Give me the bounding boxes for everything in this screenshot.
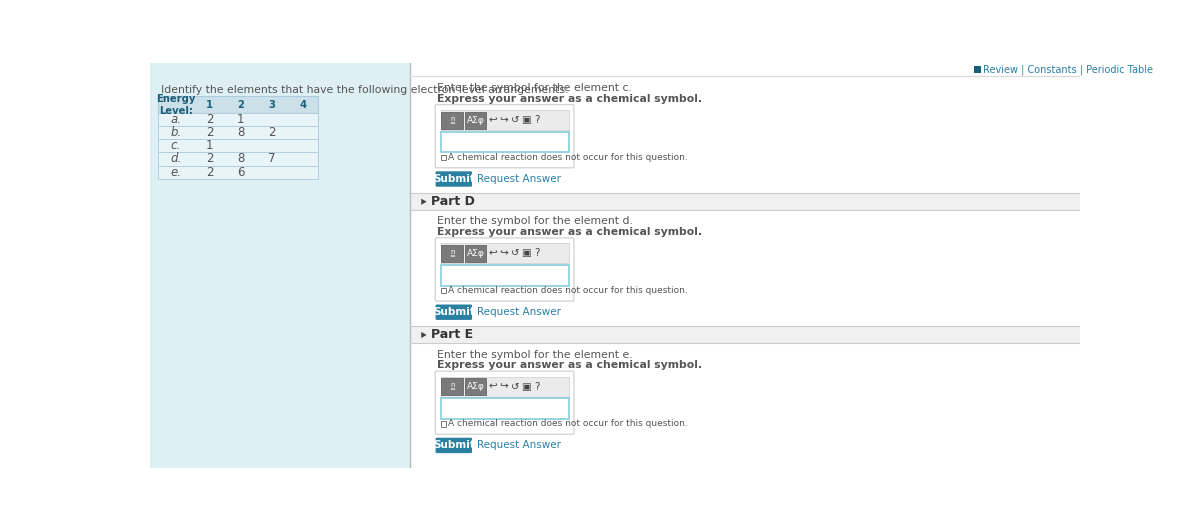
Text: Review | Constants | Periodic Table: Review | Constants | Periodic Table xyxy=(983,65,1153,75)
Text: ↩: ↩ xyxy=(488,115,498,125)
Text: Enter the symbol for the element c.: Enter the symbol for the element c. xyxy=(437,83,631,93)
Text: =: = xyxy=(449,387,455,392)
Text: Identify the elements that have the following electron level arrangements:: Identify the elements that have the foll… xyxy=(161,85,569,95)
Bar xyxy=(442,378,463,395)
Bar xyxy=(157,126,318,139)
Text: 1: 1 xyxy=(236,113,245,126)
Bar xyxy=(440,155,446,160)
Text: e.: e. xyxy=(170,166,181,178)
Bar xyxy=(440,244,569,264)
Bar xyxy=(440,110,569,130)
Bar xyxy=(440,265,569,286)
Text: Express your answer as a chemical symbol.: Express your answer as a chemical symbol… xyxy=(437,94,702,104)
Text: A chemical reaction does not occur for this question.: A chemical reaction does not occur for t… xyxy=(449,153,688,162)
Bar xyxy=(410,63,1080,468)
Text: ▣: ▣ xyxy=(521,115,530,125)
Text: ?: ? xyxy=(534,381,540,391)
Text: =: = xyxy=(449,120,455,126)
FancyBboxPatch shape xyxy=(436,371,574,434)
Text: Part E: Part E xyxy=(431,328,473,341)
Bar xyxy=(440,132,569,153)
Bar xyxy=(440,398,569,419)
Text: ↪: ↪ xyxy=(500,248,509,258)
Text: A chemical reaction does not occur for this question.: A chemical reaction does not occur for t… xyxy=(449,286,688,295)
Text: b.: b. xyxy=(170,126,181,139)
Text: Request Answer: Request Answer xyxy=(478,174,562,184)
Bar xyxy=(157,153,318,166)
Text: n: n xyxy=(450,116,455,122)
Text: 2: 2 xyxy=(206,166,214,178)
FancyBboxPatch shape xyxy=(436,438,472,453)
Text: ?: ? xyxy=(534,115,540,125)
Text: Request Answer: Request Answer xyxy=(478,440,562,450)
Bar xyxy=(464,112,486,128)
Bar xyxy=(157,166,318,179)
Text: Submit: Submit xyxy=(433,307,475,317)
Text: 2: 2 xyxy=(206,153,214,166)
Text: Enter the symbol for the element e.: Enter the symbol for the element e. xyxy=(437,350,632,360)
Bar xyxy=(157,139,318,153)
Text: 2: 2 xyxy=(238,100,244,110)
Text: 2: 2 xyxy=(206,113,214,126)
Text: AΣφ: AΣφ xyxy=(467,382,485,391)
Text: 6: 6 xyxy=(236,166,245,178)
Text: n: n xyxy=(450,382,455,388)
Text: d.: d. xyxy=(170,153,181,166)
Bar xyxy=(442,245,463,262)
FancyBboxPatch shape xyxy=(436,238,574,301)
Polygon shape xyxy=(421,199,427,205)
Text: AΣφ: AΣφ xyxy=(467,116,485,125)
Text: Enter the symbol for the element d.: Enter the symbol for the element d. xyxy=(437,216,632,226)
Text: ↺: ↺ xyxy=(511,115,520,125)
Text: ▣: ▣ xyxy=(521,248,530,258)
Text: Part D: Part D xyxy=(431,195,474,208)
Bar xyxy=(464,245,486,262)
FancyBboxPatch shape xyxy=(436,171,472,187)
Text: ↺: ↺ xyxy=(511,248,520,258)
Text: ?: ? xyxy=(534,248,540,258)
Text: =: = xyxy=(449,254,455,259)
Text: Submit: Submit xyxy=(433,174,475,184)
Text: c.: c. xyxy=(170,139,181,153)
Text: Express your answer as a chemical symbol.: Express your answer as a chemical symbol… xyxy=(437,360,702,370)
FancyBboxPatch shape xyxy=(436,305,472,320)
Bar xyxy=(442,112,463,128)
Bar xyxy=(410,327,1080,343)
Text: A chemical reaction does not occur for this question.: A chemical reaction does not occur for t… xyxy=(449,419,688,428)
Bar xyxy=(974,66,980,73)
Text: 8: 8 xyxy=(236,126,245,139)
Text: Express your answer as a chemical symbol.: Express your answer as a chemical symbol… xyxy=(437,227,702,237)
Text: 3: 3 xyxy=(269,100,275,110)
Text: 2: 2 xyxy=(268,126,276,139)
Text: ↩: ↩ xyxy=(488,381,498,391)
Text: ↺: ↺ xyxy=(511,381,520,391)
Text: Submit: Submit xyxy=(433,440,475,450)
Text: 1: 1 xyxy=(206,139,214,153)
Bar xyxy=(157,113,318,126)
Bar xyxy=(440,288,446,294)
Bar xyxy=(440,421,446,427)
Text: 2: 2 xyxy=(206,126,214,139)
Text: 8: 8 xyxy=(236,153,245,166)
Text: ↪: ↪ xyxy=(500,115,509,125)
Text: n: n xyxy=(450,249,455,255)
Text: ↩: ↩ xyxy=(488,248,498,258)
Bar xyxy=(440,377,569,397)
Bar xyxy=(410,193,1080,210)
Bar xyxy=(157,96,318,113)
Bar xyxy=(464,378,486,395)
Polygon shape xyxy=(421,332,427,338)
Text: 1: 1 xyxy=(206,100,214,110)
Text: a.: a. xyxy=(170,113,181,126)
FancyBboxPatch shape xyxy=(436,105,574,168)
Text: 4: 4 xyxy=(299,100,306,110)
Text: Request Answer: Request Answer xyxy=(478,307,562,317)
Text: Energy
Level:: Energy Level: xyxy=(156,94,196,116)
Text: AΣφ: AΣφ xyxy=(467,249,485,258)
Text: ▣: ▣ xyxy=(521,381,530,391)
Text: ↪: ↪ xyxy=(500,381,509,391)
Text: 7: 7 xyxy=(268,153,276,166)
Bar xyxy=(150,63,409,468)
